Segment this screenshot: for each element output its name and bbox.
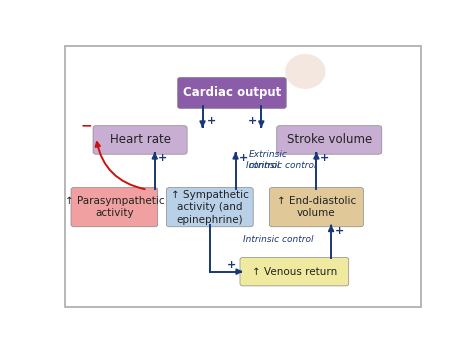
Text: +: +	[207, 116, 216, 126]
Text: Intrinsic control: Intrinsic control	[243, 235, 313, 244]
Text: ↑ End-diastolic
volume: ↑ End-diastolic volume	[277, 196, 356, 218]
Text: ↑ Sympathetic
activity (and
epinephrine): ↑ Sympathetic activity (and epinephrine)	[171, 190, 249, 224]
Text: +: +	[239, 153, 248, 163]
Text: −: −	[81, 118, 92, 132]
Text: +: +	[335, 225, 344, 236]
FancyBboxPatch shape	[240, 258, 349, 286]
Text: ↑ Venous return: ↑ Venous return	[252, 267, 337, 277]
Text: +: +	[247, 116, 257, 126]
FancyBboxPatch shape	[65, 46, 421, 306]
Ellipse shape	[285, 54, 326, 89]
Text: Extrinsic
control: Extrinsic control	[248, 150, 287, 170]
Text: Cardiac output: Cardiac output	[183, 87, 281, 99]
FancyBboxPatch shape	[71, 187, 158, 227]
Text: Heart rate: Heart rate	[109, 133, 171, 147]
Text: +: +	[158, 153, 167, 163]
FancyBboxPatch shape	[277, 126, 382, 154]
FancyBboxPatch shape	[269, 187, 364, 227]
Text: Stroke volume: Stroke volume	[287, 133, 372, 147]
FancyBboxPatch shape	[166, 187, 253, 227]
Text: ↑ Parasympathetic
activity: ↑ Parasympathetic activity	[64, 196, 164, 218]
Text: +: +	[227, 260, 237, 270]
FancyBboxPatch shape	[178, 77, 286, 109]
Text: Intrinsic control: Intrinsic control	[246, 161, 317, 170]
FancyBboxPatch shape	[93, 126, 187, 154]
Text: +: +	[320, 153, 329, 163]
